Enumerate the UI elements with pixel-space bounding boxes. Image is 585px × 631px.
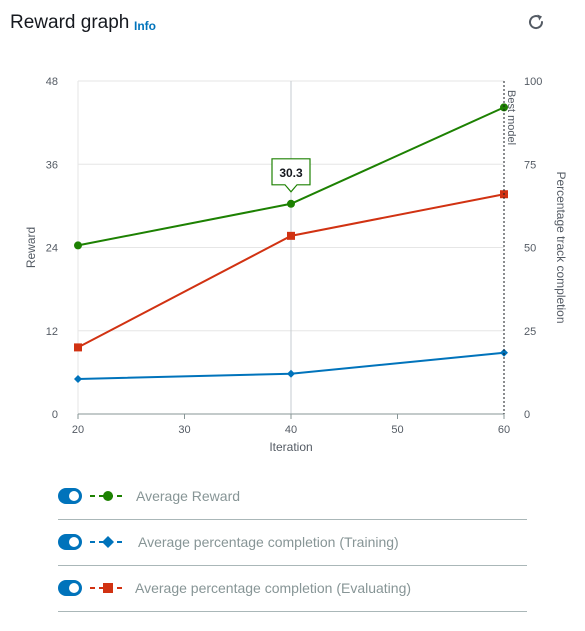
x-tick-label: 60 [498, 424, 510, 436]
header: Reward graph Info [0, 0, 585, 48]
legend-label: Average percentage completion (Training) [138, 534, 399, 550]
info-link[interactable]: Info [134, 19, 156, 33]
data-point [74, 241, 82, 249]
y-tick-label: 48 [46, 76, 58, 88]
data-point [74, 343, 82, 351]
toggle-training[interactable] [58, 534, 82, 550]
x-tick-label: 50 [391, 424, 403, 436]
tooltip-label: 30.3 [279, 166, 303, 180]
y-tick-label: 12 [46, 326, 58, 338]
x-axis-label: Iteration [269, 440, 312, 454]
legend-line-circle-icon [88, 486, 128, 506]
reward-chart: 20 30 40 50 60 0 12 24 36 48 0 25 50 75 100 Iteration Re… [0, 60, 585, 460]
axes: 20 30 40 50 60 0 12 24 36 48 0 25 50 75 100 Iteration Re… [24, 76, 568, 454]
legend-line-square-icon [88, 578, 128, 598]
y2-tick-label: 75 [524, 159, 536, 171]
toggle-average-reward[interactable] [58, 488, 82, 504]
legend-label: Average percentage completion (Evaluatin… [135, 580, 411, 596]
legend-line-diamond-icon [88, 532, 128, 552]
y-tick-label: 0 [52, 409, 58, 421]
data-point [287, 370, 295, 378]
y-axis-label: Reward [24, 227, 38, 268]
toggle-evaluating[interactable] [58, 580, 82, 596]
y2-tick-label: 25 [524, 326, 536, 338]
x-tick-label: 30 [178, 424, 190, 436]
legend-item-training: Average percentage completion (Training) [58, 520, 527, 566]
y-tick-label: 36 [46, 159, 58, 171]
data-point [287, 200, 295, 208]
y2-tick-label: 50 [524, 243, 536, 255]
page-title: Reward graph [10, 12, 129, 34]
refresh-icon[interactable] [525, 11, 547, 33]
legend: Average Reward Average percentage comple… [58, 474, 527, 612]
y2-tick-label: 0 [524, 409, 530, 421]
legend-item-average-reward: Average Reward [58, 474, 527, 520]
x-tick-label: 20 [72, 424, 84, 436]
y2-tick-label: 100 [524, 76, 542, 88]
grid [78, 81, 504, 414]
data-point [74, 375, 82, 383]
legend-label: Average Reward [136, 488, 240, 504]
legend-item-evaluating: Average percentage completion (Evaluatin… [58, 566, 527, 612]
y-tick-label: 24 [46, 243, 58, 255]
best-model-label: Best model [505, 90, 517, 145]
hover-tooltip: 30.3 [272, 159, 310, 192]
x-tick-label: 40 [285, 424, 297, 436]
y2-axis-label: Percentage track completion [554, 171, 568, 323]
data-point [287, 232, 295, 240]
